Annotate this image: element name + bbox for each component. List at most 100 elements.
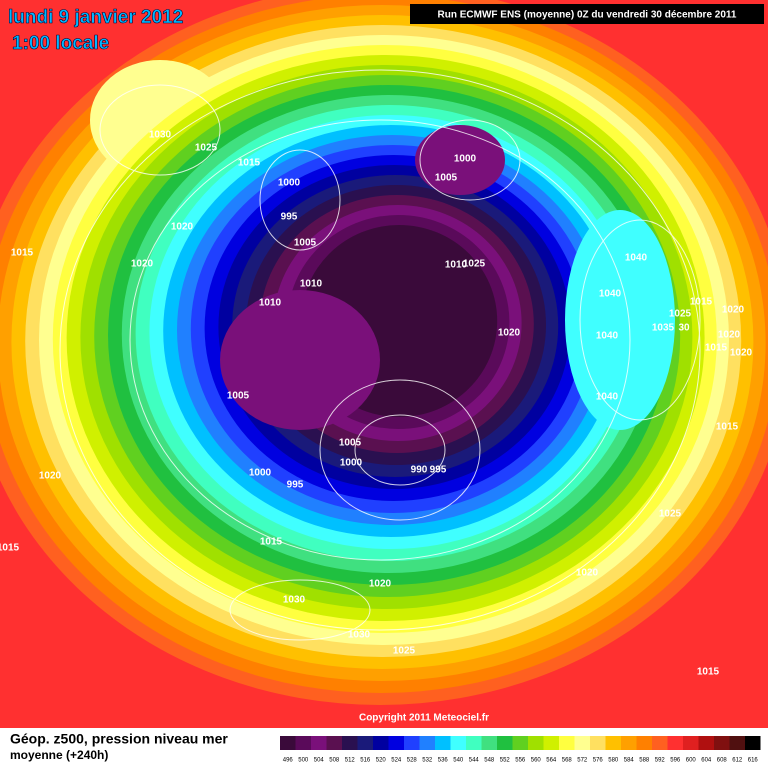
pressure-label: 1000: [249, 468, 272, 479]
pressure-label: 995: [430, 465, 447, 476]
pressure-label: 1025: [195, 143, 218, 154]
legend-swatch: [404, 736, 420, 750]
legend-swatch: [388, 736, 404, 750]
legend-swatch: [574, 736, 590, 750]
legend-swatch: [652, 736, 668, 750]
legend-tick: 508: [329, 758, 340, 764]
pressure-label: 1025: [669, 309, 692, 320]
legend-tick: 520: [376, 758, 387, 764]
legend-tick: 604: [701, 758, 712, 764]
legend-tick: 564: [546, 758, 557, 764]
pressure-label: 1020: [722, 305, 745, 316]
legend-swatch: [466, 736, 482, 750]
pressure-label: 1015: [690, 297, 713, 308]
pressure-label: 1000: [454, 154, 477, 165]
legend-tick: 584: [624, 758, 635, 764]
legend-tick: 504: [314, 758, 325, 764]
legend-swatch: [559, 736, 575, 750]
pressure-labels: 1030102510151000995102010051015102010001…: [0, 130, 753, 678]
legend-tick: 616: [748, 758, 759, 764]
legend-swatch: [342, 736, 358, 750]
legend-tick: 600: [686, 758, 697, 764]
legend-tick: 496: [283, 758, 294, 764]
pressure-label: 1015: [260, 537, 283, 548]
pressure-label: 1010: [300, 279, 323, 290]
pressure-label: 1020: [171, 222, 194, 233]
legend-swatch: [636, 736, 652, 750]
legend-swatch: [357, 736, 373, 750]
legend-tick: 528: [407, 758, 418, 764]
pressure-label: 1040: [625, 253, 648, 264]
legend-swatch: [714, 736, 730, 750]
legend-swatch: [280, 736, 296, 750]
legend-tick: 560: [531, 758, 542, 764]
legend-tick: 588: [639, 758, 650, 764]
legend-swatch: [450, 736, 466, 750]
color-legend: 496 500 504 508 512 516 520 524 528 532 536 540 544 5…: [280, 736, 761, 764]
legend-swatch: [605, 736, 621, 750]
legend-tick: 568: [562, 758, 573, 764]
pressure-label: 1020: [730, 348, 753, 359]
legend-swatch: [543, 736, 559, 750]
pressure-label: 1020: [369, 579, 392, 590]
legend-tick: 500: [298, 758, 309, 764]
legend-swatch: [528, 736, 544, 750]
legend-tick: 540: [453, 758, 464, 764]
pressure-label: 1025: [463, 259, 486, 270]
legend-tick: 608: [717, 758, 728, 764]
pressure-label: 1010: [445, 260, 468, 271]
field-band: [415, 125, 505, 195]
pressure-label: 1015: [716, 422, 739, 433]
pressure-label: 1020: [131, 259, 154, 270]
pressure-label: 1035: [652, 323, 675, 334]
pressure-label: 1020: [39, 471, 62, 482]
legend-swatch: [512, 736, 528, 750]
field-band: [565, 210, 675, 430]
legend-tick: 596: [670, 758, 681, 764]
legend-swatch: [698, 736, 714, 750]
copyright: Copyright 2011 Meteociel.fr: [359, 713, 489, 724]
pressure-label: 1025: [393, 646, 416, 657]
pressure-label: 1005: [435, 173, 458, 184]
legend-swatch: [295, 736, 311, 750]
legend-swatch: [621, 736, 637, 750]
legend-tick: 536: [438, 758, 449, 764]
field-band: [220, 290, 380, 430]
legend-swatch: [729, 736, 745, 750]
run-info: Run ECMWF ENS (moyenne) 0Z du vendredi 3…: [438, 10, 737, 21]
pressure-label: 1040: [596, 331, 619, 342]
run-box: [410, 4, 764, 24]
legend-tick: 544: [469, 758, 480, 764]
legend-swatch: [683, 736, 699, 750]
pressure-label: 1005: [294, 238, 317, 249]
legend-tick: 524: [391, 758, 402, 764]
legend-swatch: [373, 736, 389, 750]
pressure-label: 990: [411, 465, 428, 476]
pressure-label: 1030: [149, 130, 172, 141]
legend-swatch: [419, 736, 435, 750]
pressure-label: 1010: [259, 298, 282, 309]
legend-swatch: [311, 736, 327, 750]
legend-tick: 532: [422, 758, 433, 764]
legend-tick: 572: [577, 758, 588, 764]
field-layers: [0, 0, 768, 705]
pressure-label: 1015: [238, 158, 261, 169]
date: lundi 9 janvier 2012: [8, 7, 183, 28]
legend-swatch: [497, 736, 513, 750]
legend-tick: 612: [732, 758, 743, 764]
isobars: [59, 69, 701, 641]
pressure-label: 1015: [705, 343, 728, 354]
time: 1:00 locale: [12, 33, 109, 54]
pressure-label: 995: [287, 480, 304, 491]
pressure-label: 1030: [348, 630, 371, 641]
legend-tick: 556: [515, 758, 526, 764]
legend-tick: 552: [500, 758, 511, 764]
legend-tick: 592: [655, 758, 666, 764]
pressure-label: 1040: [596, 392, 619, 403]
legend-swatch: [745, 736, 761, 750]
legend-swatch: [481, 736, 497, 750]
pressure-label: 1000: [340, 458, 363, 469]
legend-tick: 576: [593, 758, 604, 764]
